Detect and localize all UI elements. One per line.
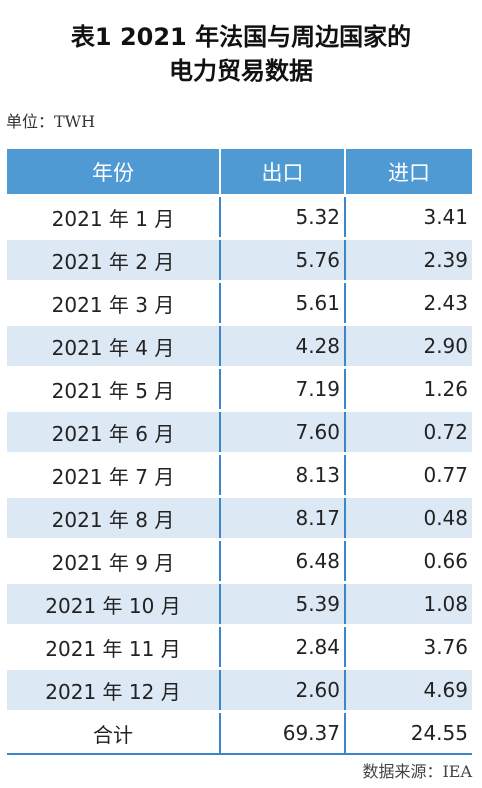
export-cell: 5.61 bbox=[219, 280, 345, 325]
month-cell: 2021 年 5 月 bbox=[7, 366, 220, 411]
export-cell: 4.28 bbox=[219, 323, 345, 368]
table-row: 2021 年 4 月 4.28 2.90 bbox=[7, 323, 472, 368]
month-cell: 2021 年 9 月 bbox=[7, 538, 220, 583]
header-import: 进口 bbox=[344, 149, 472, 196]
export-cell: 6.48 bbox=[219, 538, 345, 583]
table-row: 2021 年 7 月 8.13 0.77 bbox=[7, 452, 472, 497]
month-cell: 2021 年 10 月 bbox=[7, 581, 220, 626]
import-cell: 2.90 bbox=[344, 323, 472, 368]
table-row: 2021 年 5 月 7.19 1.26 bbox=[7, 366, 472, 411]
month-cell: 2021 年 12 月 bbox=[7, 667, 220, 712]
import-cell: 0.66 bbox=[344, 538, 472, 583]
header-month: 年份 bbox=[7, 149, 220, 196]
export-cell: 2.60 bbox=[219, 667, 345, 712]
month-cell: 2021 年 1 月 bbox=[7, 194, 220, 239]
trade-table: 年份 出口 进口 2021 年 1 月 5.32 3.41 2021 年 2 月 5.7… bbox=[7, 149, 472, 755]
import-cell: 2.43 bbox=[344, 280, 472, 325]
export-cell: 7.60 bbox=[219, 409, 345, 454]
table-title-line1: 表1 2021 年法国与周边国家的 bbox=[70, 23, 412, 51]
export-cell: 5.39 bbox=[219, 581, 345, 626]
month-cell: 2021 年 3 月 bbox=[7, 280, 220, 325]
import-cell: 1.26 bbox=[344, 366, 472, 411]
month-cell: 2021 年 11 月 bbox=[7, 624, 220, 669]
export-cell: 2.84 bbox=[219, 624, 345, 669]
import-cell: 2.39 bbox=[344, 237, 472, 282]
month-cell: 2021 年 7 月 bbox=[7, 452, 220, 497]
export-cell: 8.13 bbox=[219, 452, 345, 497]
total-import: 24.55 bbox=[344, 710, 472, 755]
table-row: 2021 年 11 月 2.84 3.76 bbox=[7, 624, 472, 669]
table-row: 2021 年 9 月 6.48 0.66 bbox=[7, 538, 472, 583]
month-cell: 2021 年 6 月 bbox=[7, 409, 220, 454]
table-row: 2021 年 2 月 5.76 2.39 bbox=[7, 237, 472, 282]
export-cell: 8.17 bbox=[219, 495, 345, 540]
table-title: 表1 2021 年法国与周边国家的 电力贸易数据 bbox=[0, 20, 482, 88]
table-title-line2: 电力贸易数据 bbox=[169, 57, 313, 85]
import-cell: 3.41 bbox=[344, 194, 472, 239]
total-export: 69.37 bbox=[219, 710, 345, 755]
month-cell: 2021 年 2 月 bbox=[7, 237, 220, 282]
import-cell: 0.77 bbox=[344, 452, 472, 497]
table-row: 2021 年 12 月 2.60 4.69 bbox=[7, 667, 472, 712]
table-row: 2021 年 1 月 5.32 3.41 bbox=[7, 194, 472, 239]
table-row: 2021 年 3 月 5.61 2.43 bbox=[7, 280, 472, 325]
export-cell: 7.19 bbox=[219, 366, 345, 411]
unit-label: 单位：TWH bbox=[6, 112, 96, 131]
import-cell: 3.76 bbox=[344, 624, 472, 669]
export-cell: 5.76 bbox=[219, 237, 345, 282]
total-row: 合计 69.37 24.55 bbox=[7, 710, 472, 755]
header-export: 出口 bbox=[219, 149, 345, 196]
table-row: 2021 年 6 月 7.60 0.72 bbox=[7, 409, 472, 454]
table-row: 2021 年 8 月 8.17 0.48 bbox=[7, 495, 472, 540]
import-cell: 1.08 bbox=[344, 581, 472, 626]
header-row: 年份 出口 进口 bbox=[7, 149, 472, 196]
export-cell: 5.32 bbox=[219, 194, 345, 239]
import-cell: 0.72 bbox=[344, 409, 472, 454]
source-note: 数据来源：IEA bbox=[362, 762, 472, 781]
total-label: 合计 bbox=[7, 710, 220, 755]
month-cell: 2021 年 4 月 bbox=[7, 323, 220, 368]
month-cell: 2021 年 8 月 bbox=[7, 495, 220, 540]
import-cell: 4.69 bbox=[344, 667, 472, 712]
table-row: 2021 年 10 月 5.39 1.08 bbox=[7, 581, 472, 626]
import-cell: 0.48 bbox=[344, 495, 472, 540]
